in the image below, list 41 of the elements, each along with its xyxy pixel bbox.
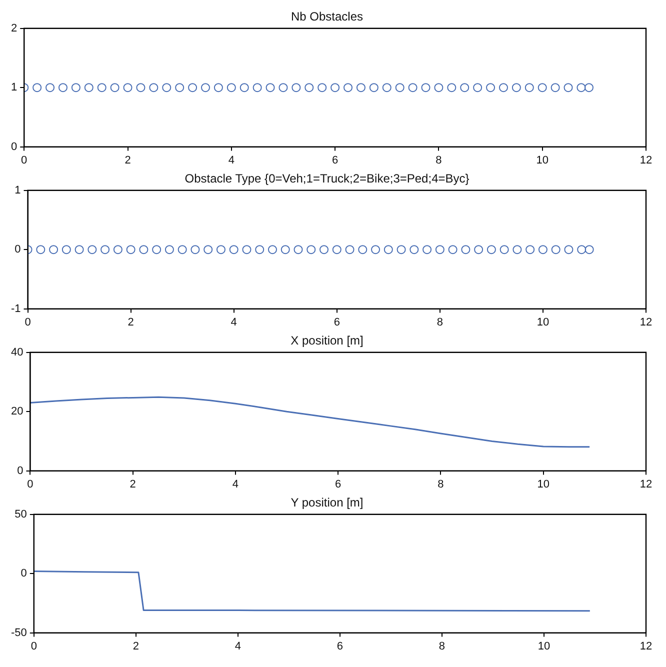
x-tick-label: 2: [128, 316, 134, 328]
y-tick-label: -50: [10, 626, 27, 639]
x-tick-label: 6: [334, 316, 340, 328]
x-tick-label: 12: [640, 316, 652, 328]
x-tick-label: 4: [234, 640, 241, 652]
y-tick-label: -1: [11, 302, 21, 315]
y-tick-label: 50: [14, 508, 27, 520]
x-tick-label: 10: [536, 316, 550, 328]
y-tick-label: 40: [10, 346, 24, 358]
x-tick-label: 4: [232, 478, 239, 490]
chart-title: Obstacle Type {0=Veh;1=Truck;2=Bike;3=Ped;4=Byc}: [184, 172, 470, 186]
x-tick-label: 6: [336, 640, 344, 652]
x-tick-label: 6: [332, 154, 338, 166]
x-tick-label: 8: [438, 478, 444, 490]
chart-title: Y position [m]: [290, 496, 364, 510]
x-tick-label: 10: [536, 154, 548, 166]
x-tick-label: 4: [228, 154, 234, 166]
x-tick-label: 8: [436, 316, 443, 328]
x-tick-label: 12: [640, 640, 652, 652]
x-tick-label: 12: [640, 154, 652, 166]
x-tick-label: 0: [30, 640, 37, 652]
y-tick-label: 2: [10, 22, 18, 34]
chart-title: X position [m]: [290, 334, 364, 348]
x-tick-label: 10: [537, 478, 550, 490]
y-tick-label: 1: [10, 82, 18, 94]
y-tick-label: 0: [17, 464, 24, 477]
x-tick-label: 6: [335, 478, 342, 490]
x-tick-label: 4: [230, 316, 237, 328]
x-tick-label: 12: [640, 478, 652, 490]
x-tick-label: 2: [124, 154, 131, 166]
y-tick-label: 0: [14, 244, 21, 256]
x-tick-label: 2: [130, 478, 136, 490]
chart-title: Nb Obstacles: [290, 10, 364, 24]
y-tick-label: 1: [14, 184, 21, 196]
y-tick-label: 20: [10, 406, 24, 418]
x-tick-label: 8: [436, 154, 442, 166]
x-tick-label: 10: [538, 640, 550, 652]
y-tick-label: 0: [20, 568, 27, 580]
x-tick-label: 2: [132, 640, 139, 652]
y-tick-label: 0: [10, 140, 18, 153]
x-tick-label: 8: [438, 640, 446, 652]
